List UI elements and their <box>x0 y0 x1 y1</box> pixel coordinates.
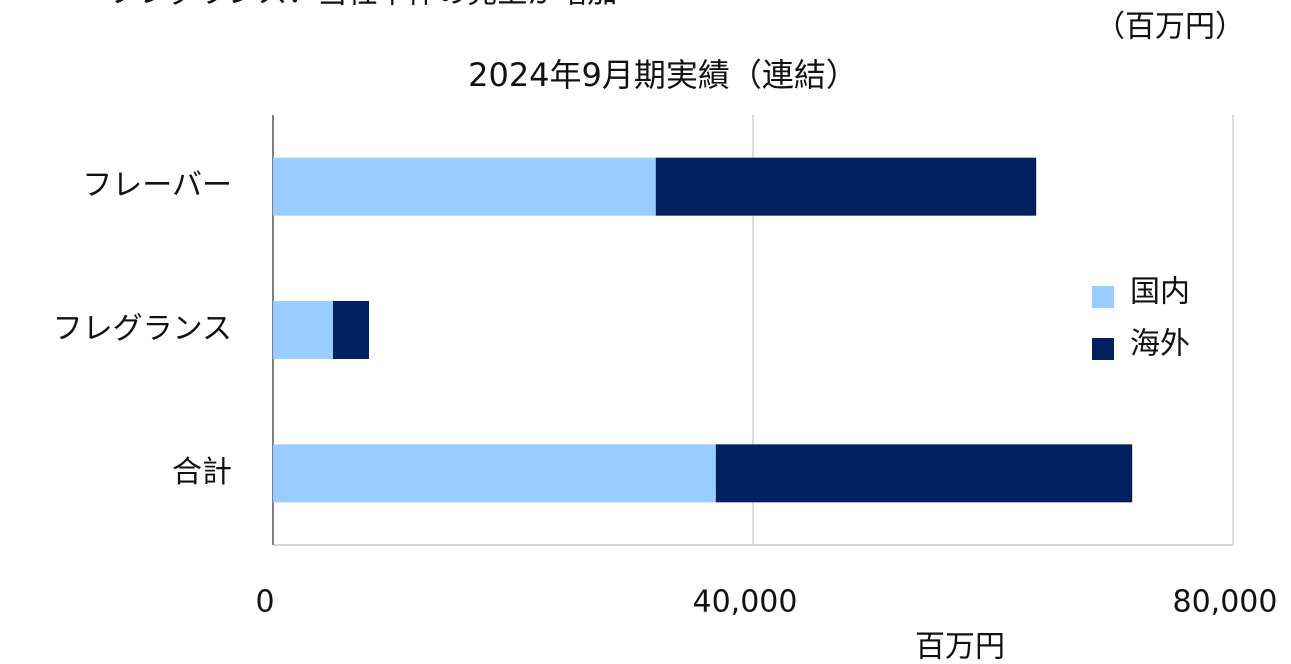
legend-swatch <box>1092 286 1114 308</box>
legend-label: 海外 <box>1130 327 1190 362</box>
bar-segment <box>715 444 1133 503</box>
y-tick-label: フレグランス <box>53 312 232 347</box>
y-tick-label: フレーバー <box>82 168 232 203</box>
x-tick-label: 0 <box>255 585 274 620</box>
bar-segment <box>655 157 1037 216</box>
annotation: フレグランス：当社単体の売上が増加 <box>108 0 617 11</box>
legend-label: 国内 <box>1130 275 1190 310</box>
unit-note: （百万円） <box>1095 10 1245 45</box>
bar-segment <box>273 157 656 216</box>
x-tick-label: 80,000 <box>1173 585 1278 620</box>
x-axis-label: 百万円 <box>915 630 1005 664</box>
chart-title: 2024年9月期実績（連結） <box>468 56 858 94</box>
x-tick-label: 40,000 <box>693 585 798 620</box>
bar-segment <box>333 301 369 359</box>
bar-segment <box>273 444 716 503</box>
bar-segment <box>273 301 333 359</box>
y-tick-label: 合計 <box>172 455 232 490</box>
legend-swatch <box>1092 338 1114 360</box>
